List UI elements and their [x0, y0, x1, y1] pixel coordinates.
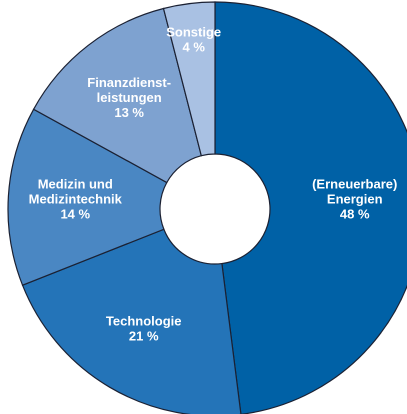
value-label: 14 % — [60, 207, 90, 222]
value-label: 21 % — [129, 328, 159, 343]
segment-label: Medizin und — [38, 177, 113, 192]
segment-label: Finanzdienst- — [87, 75, 171, 90]
segment-label: leistungen — [97, 90, 162, 105]
donut-segment — [162, 1, 216, 157]
segment-label: (Erneuerbare) — [312, 177, 397, 192]
segment-label: Medizintechnik — [29, 192, 123, 207]
donut-segment — [21, 228, 242, 414]
segment-label: Technologie — [106, 313, 182, 328]
value-label: 13 % — [114, 105, 144, 120]
value-label: 48 % — [340, 207, 370, 222]
segment-label: Energien — [327, 192, 383, 207]
donut-segment — [32, 7, 203, 184]
donut-segment — [214, 1, 407, 414]
donut-segment — [7, 108, 168, 286]
segment-label: Sonstige — [166, 24, 221, 39]
value-label: 4 % — [182, 39, 205, 54]
